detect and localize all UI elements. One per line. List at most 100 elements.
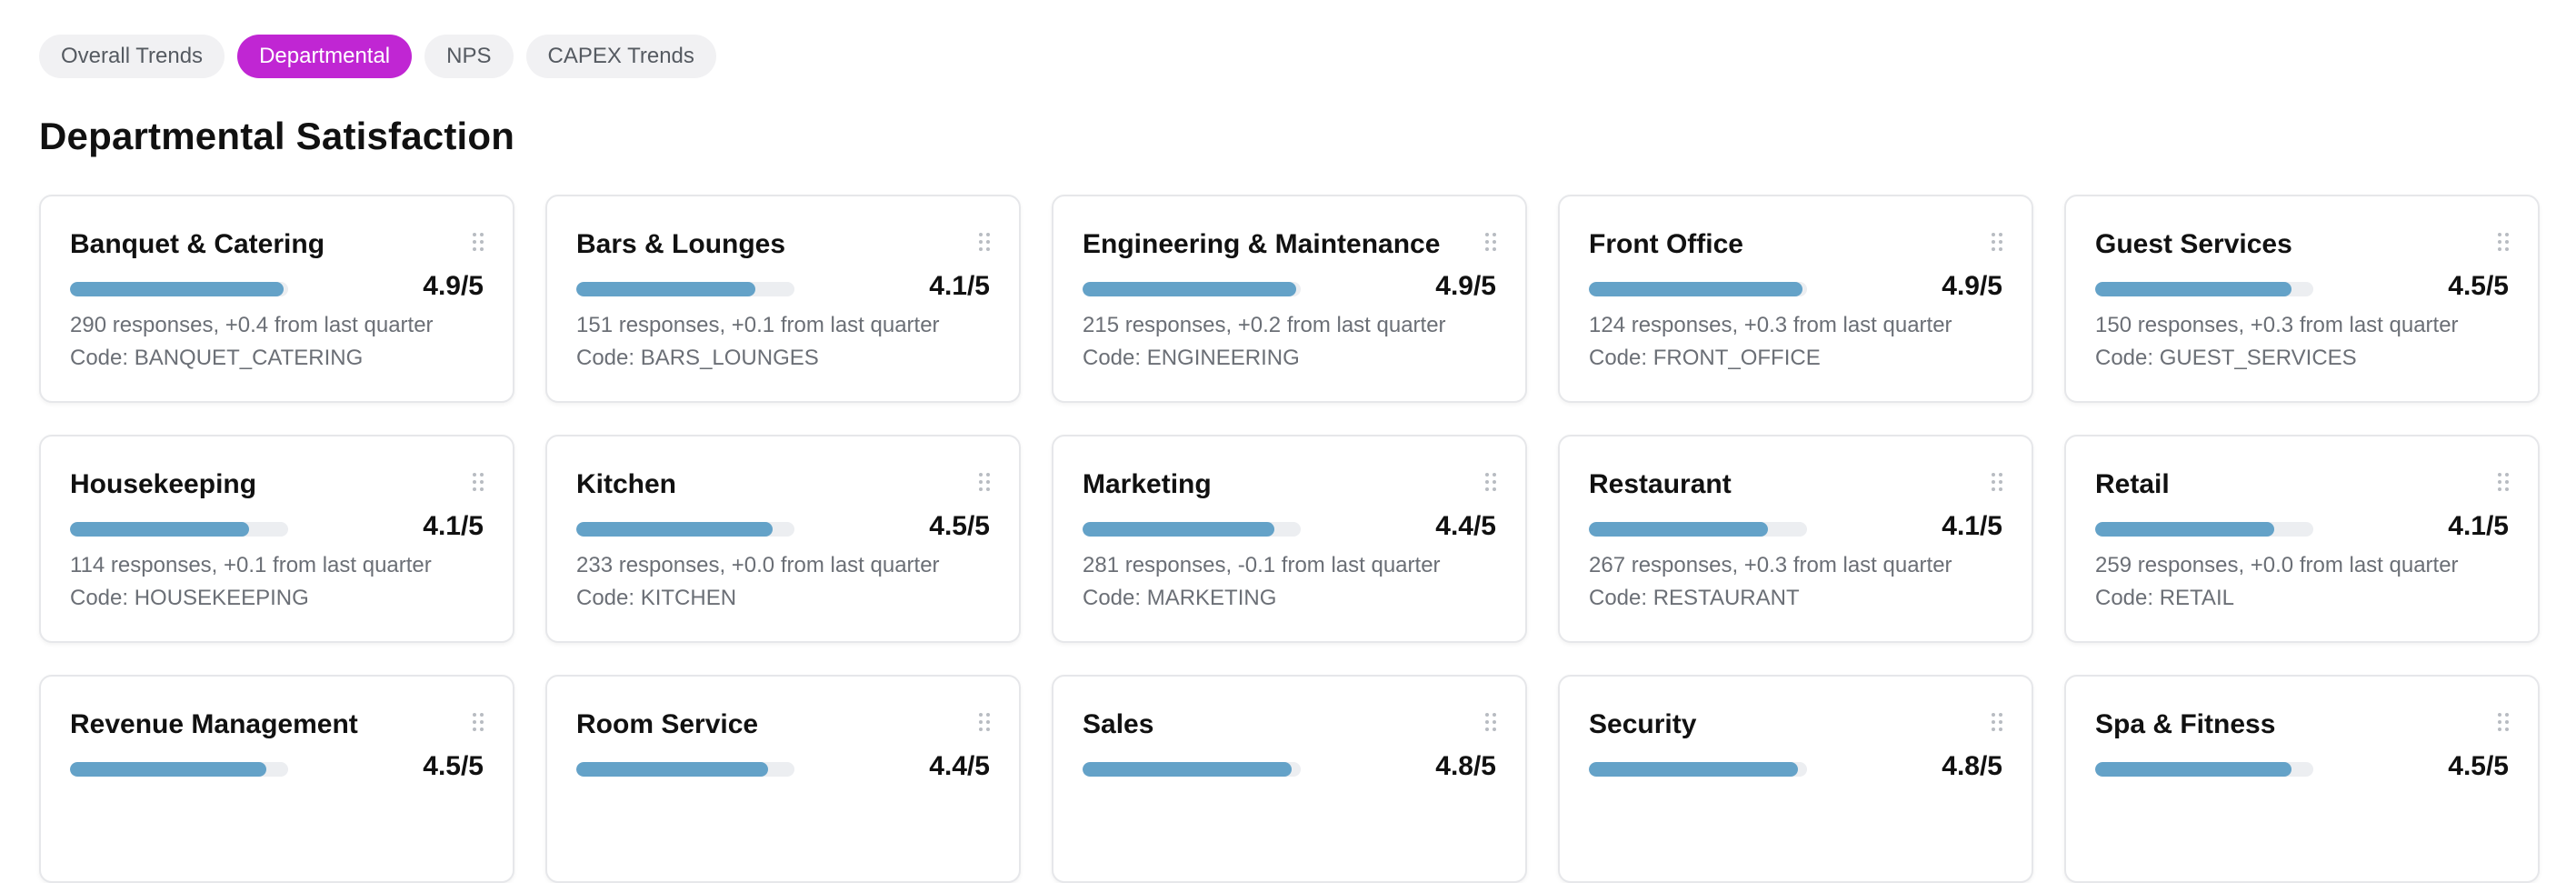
department-name: Engineering & Maintenance [1083,229,1441,259]
satisfaction-bar [2095,282,2313,296]
department-code: Code: BANQUET_CATERING [70,346,364,370]
department-code: Code: HOUSEKEEPING [70,586,309,610]
satisfaction-bar [1083,762,1301,777]
satisfaction-bar [1589,282,1807,296]
responses-text: 259 responses, +0.0 from last quarter [2095,553,2459,577]
department-code: Code: GUEST_SERVICES [2095,346,2357,370]
department-grid: Banquet & Catering 4.9/5 290 responses, +0… [39,195,2540,883]
satisfaction-bar-fill [2095,282,2291,296]
drag-handle-icon[interactable] [2498,713,2509,731]
department-card[interactable]: Bars & Lounges 4.1/5 151 responses, +0.1 f… [545,195,1021,403]
satisfaction-bar [2095,762,2313,777]
department-name: Marketing [1083,469,1212,499]
drag-handle-icon[interactable] [473,233,484,251]
drag-handle-icon[interactable] [2498,233,2509,251]
department-card[interactable]: Guest Services 4.5/5 150 responses, +0.3 f… [2064,195,2540,403]
drag-handle-icon[interactable] [1485,473,1496,491]
satisfaction-score: 4.1/5 [2448,511,2509,541]
satisfaction-bar [576,762,794,777]
drag-handle-icon[interactable] [1992,473,2002,491]
satisfaction-score: 4.9/5 [1435,271,1496,301]
department-card[interactable]: Front Office 4.9/5 124 responses, +0.3 fro… [1558,195,2033,403]
department-name: Sales [1083,709,1154,739]
department-card[interactable]: Revenue Management 4.5/5 [39,675,514,883]
page-title: Departmental Satisfaction [39,115,515,157]
drag-handle-icon[interactable] [979,473,990,491]
satisfaction-score: 4.9/5 [423,271,484,301]
satisfaction-score: 4.5/5 [423,751,484,781]
satisfaction-bar [1083,282,1301,296]
responses-text: 150 responses, +0.3 from last quarter [2095,313,2459,337]
tab-bar: Overall Trends Departmental NPS CAPEX Tr… [39,35,716,78]
responses-text: 151 responses, +0.1 from last quarter [576,313,940,337]
satisfaction-bar-fill [1589,522,1768,537]
satisfaction-score: 4.1/5 [929,271,990,301]
department-code: Code: MARKETING [1083,586,1277,610]
department-card[interactable]: Engineering & Maintenance 4.9/5 215 respon… [1052,195,1527,403]
satisfaction-bar [70,282,288,296]
drag-handle-icon[interactable] [979,713,990,731]
department-name: Housekeeping [70,469,257,499]
responses-text: 114 responses, +0.1 from last quarter [70,553,432,577]
department-card[interactable]: Spa & Fitness 4.5/5 [2064,675,2540,883]
tab-overall-trends[interactable]: Overall Trends [39,35,225,78]
satisfaction-score: 4.8/5 [1942,751,2002,781]
satisfaction-bar-fill [576,282,755,296]
tab-capex-trends[interactable]: CAPEX Trends [525,35,716,78]
department-card[interactable]: Kitchen 4.5/5 233 responses, +0.0 from las… [545,435,1021,643]
satisfaction-bar [1589,522,1807,537]
satisfaction-bar-fill [1083,522,1275,537]
responses-text: 290 responses, +0.4 from last quarter [70,313,434,337]
tab-nps[interactable]: NPS [424,35,514,78]
satisfaction-bar-fill [576,522,773,537]
drag-handle-icon[interactable] [473,473,484,491]
satisfaction-bar-fill [70,282,285,296]
tab-departmental[interactable]: Departmental [237,35,413,78]
satisfaction-bar-fill [1083,762,1293,777]
department-card[interactable]: Marketing 4.4/5 281 responses, -0.1 from l… [1052,435,1527,643]
satisfaction-bar-fill [1083,282,1297,296]
satisfaction-score: 4.1/5 [1942,511,2002,541]
department-name: Room Service [576,709,759,739]
department-card[interactable]: Banquet & Catering 4.9/5 290 responses, +0… [39,195,514,403]
satisfaction-bar [70,522,288,537]
department-card[interactable]: Room Service 4.4/5 [545,675,1021,883]
department-code: Code: ENGINEERING [1083,346,1300,370]
department-card[interactable]: Retail 4.1/5 259 responses, +0.0 from last… [2064,435,2540,643]
satisfaction-score: 4.5/5 [929,511,990,541]
department-code: Code: FRONT_OFFICE [1589,346,1821,370]
department-name: Front Office [1589,229,1743,259]
satisfaction-score: 4.9/5 [1942,271,2002,301]
drag-handle-icon[interactable] [979,233,990,251]
department-card[interactable]: Sales 4.8/5 [1052,675,1527,883]
responses-text: 215 responses, +0.2 from last quarter [1083,313,1446,337]
department-card[interactable]: Housekeeping 4.1/5 114 responses, +0.1 fro… [39,435,514,643]
drag-handle-icon[interactable] [1992,233,2002,251]
department-name: Security [1589,709,1697,739]
satisfaction-bar [1589,762,1807,777]
satisfaction-bar-fill [2095,522,2274,537]
satisfaction-bar-fill [1589,282,1803,296]
department-name: Banquet & Catering [70,229,325,259]
responses-text: 281 responses, -0.1 from last quarter [1083,553,1441,577]
department-code: Code: KITCHEN [576,586,737,610]
responses-text: 124 responses, +0.3 from last quarter [1589,313,1952,337]
satisfaction-bar-fill [70,522,249,537]
satisfaction-bar [1083,522,1301,537]
drag-handle-icon[interactable] [2498,473,2509,491]
department-name: Kitchen [576,469,677,499]
department-card[interactable]: Restaurant 4.1/5 267 responses, +0.3 from … [1558,435,2033,643]
department-card[interactable]: Security 4.8/5 [1558,675,2033,883]
satisfaction-score: 4.4/5 [1435,511,1496,541]
satisfaction-bar [576,522,794,537]
satisfaction-bar [576,282,794,296]
department-name: Bars & Lounges [576,229,786,259]
satisfaction-bar-fill [1589,762,1799,777]
drag-handle-icon[interactable] [1485,713,1496,731]
satisfaction-bar [2095,522,2313,537]
responses-text: 233 responses, +0.0 from last quarter [576,553,940,577]
drag-handle-icon[interactable] [473,713,484,731]
drag-handle-icon[interactable] [1992,713,2002,731]
drag-handle-icon[interactable] [1485,233,1496,251]
responses-text: 267 responses, +0.3 from last quarter [1589,553,1952,577]
